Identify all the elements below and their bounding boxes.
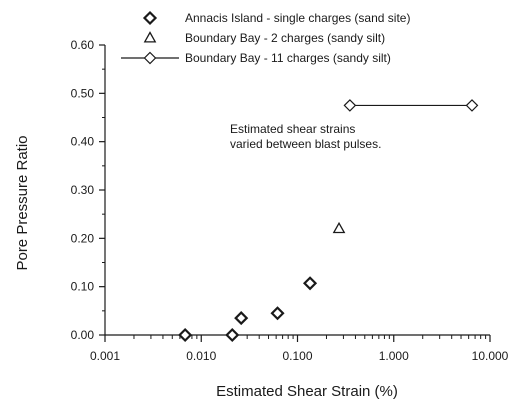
legend-label: Annacis Island - single charges (sand si…: [185, 11, 410, 25]
data-point: [180, 330, 191, 341]
legend-marker: [145, 53, 156, 64]
y-tick-label: 0.30: [71, 183, 95, 197]
data-point: [236, 313, 247, 324]
series-3: [344, 100, 477, 111]
legend-item: Boundary Bay - 11 charges (sandy silt): [121, 51, 391, 65]
x-tick-label: 10.000: [472, 349, 509, 363]
series-2: [334, 223, 344, 232]
x-tick-label: 0.001: [90, 349, 120, 363]
y-tick-label: 0.50: [71, 86, 95, 100]
y-ticks: 0.00 0.10 0.20 0.30 0.40 0.50 0.60: [71, 38, 105, 342]
annotation: Estimated shear strains varied between b…: [230, 122, 381, 151]
legend-item: Boundary Bay - 2 charges (sandy silt): [145, 31, 385, 45]
x-tick-label: 1.000: [379, 349, 409, 363]
legend-label: Boundary Bay - 11 charges (sandy silt): [185, 51, 391, 65]
y-tick-label: 0.00: [71, 328, 95, 342]
annotation-line-1: Estimated shear strains: [230, 122, 355, 136]
data-point: [305, 278, 316, 289]
legend-item: Annacis Island - single charges (sand si…: [145, 11, 411, 25]
data-point: [227, 330, 238, 341]
y-tick-label: 0.40: [71, 135, 95, 149]
legend-marker: [145, 13, 156, 24]
data-marks: [180, 100, 478, 341]
x-axis-title: Estimated Shear Strain (%): [216, 383, 398, 400]
y-tick-label: 0.60: [71, 38, 95, 52]
data-point: [334, 223, 344, 232]
series-1: [180, 278, 316, 341]
x-ticks: 0.001 0.010 0.100 1.000 10.000: [90, 335, 509, 363]
data-point: [466, 100, 477, 111]
legend-marker: [145, 33, 155, 42]
legend: Annacis Island - single charges (sand si…: [121, 11, 410, 65]
x-tick-label: 0.010: [186, 349, 216, 363]
data-point: [272, 308, 283, 319]
axes: [105, 45, 490, 335]
x-tick-label: 0.100: [282, 349, 312, 363]
y-tick-label: 0.10: [71, 280, 95, 294]
legend-label: Boundary Bay - 2 charges (sandy silt): [185, 31, 385, 45]
annotation-line-2: varied between blast pulses.: [230, 137, 381, 151]
y-tick-label: 0.20: [71, 231, 95, 245]
y-axis-title: Pore Pressure Ratio: [14, 135, 31, 270]
data-point: [344, 100, 355, 111]
